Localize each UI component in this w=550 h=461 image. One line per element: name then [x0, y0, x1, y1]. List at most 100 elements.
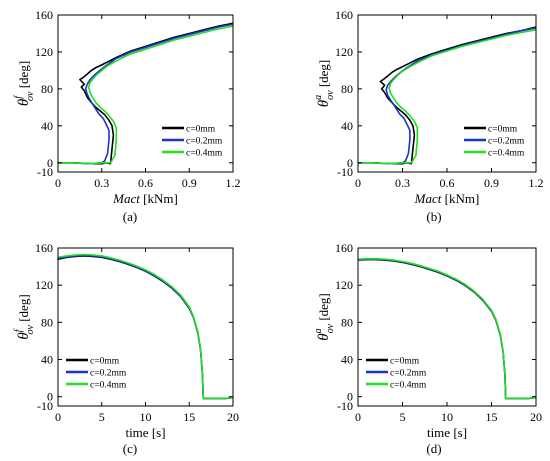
y-tick-label: 120 [35, 45, 53, 59]
x-tick-label: 10 [441, 410, 453, 424]
y-tick-label: -10 [37, 165, 53, 179]
x-tick-label: 0.9 [484, 176, 499, 190]
y-tick-label: 40 [41, 353, 53, 367]
y-tick-label: -10 [337, 399, 353, 413]
panel-label: (a) [123, 209, 137, 224]
series-line-b-0 [358, 26, 536, 165]
x-axis-label: time [s] [427, 425, 467, 440]
x-tick-label: 0 [55, 176, 61, 190]
panel-label: (c) [123, 441, 137, 456]
y-tick-label: 160 [35, 8, 53, 22]
y-axis-label: θfov [deg] [13, 294, 36, 339]
series-line-c-2 [58, 253, 233, 400]
y-axis-label-symbol: θ [16, 332, 32, 340]
x-axis-label-name: time [125, 425, 148, 440]
series-line-a-2 [58, 25, 233, 165]
legend-a: c=0mm c=0.2mm c=0.4mm [159, 121, 227, 159]
panel-b: 0 0.3 0.6 0.9 1.2 -100 40 80 120 160 Mact [kNm] θao… [313, 8, 544, 224]
y-tick-label: 80 [341, 315, 353, 329]
y-axis-label-sup: a [313, 95, 324, 100]
panel-label: (d) [426, 441, 441, 456]
x-tick-label: 20 [530, 410, 542, 424]
x-tick-label: 0.6 [440, 176, 455, 190]
x-tick-label: 0.9 [182, 176, 197, 190]
legend-label-2: c=0.4mm [186, 149, 223, 159]
y-tick-label: -10 [37, 399, 53, 413]
legend-label-2: c=0.4mm [390, 381, 427, 391]
y-axis-label-sub: ov [325, 90, 336, 100]
legend-label-1: c=0.2mm [488, 137, 525, 147]
series-line-a-0 [58, 22, 233, 165]
x-axis-label-unit: [kNm] [143, 191, 178, 206]
legend-label-0: c=0mm [390, 357, 420, 367]
x-axis-label-name: Mact [112, 191, 140, 206]
x-tick-label: 0.6 [138, 176, 153, 190]
x-tick-label: 0.3 [94, 176, 109, 190]
legend-d: c=0mm c=0.2mm c=0.4mm [363, 353, 431, 391]
legend-label-2: c=0.4mm [90, 381, 127, 391]
legend-label-0: c=0mm [186, 125, 216, 135]
y-tick-label: 160 [35, 241, 53, 255]
x-axis-label: time [s] [125, 425, 165, 440]
y-axis-label-unit: [deg] [316, 293, 331, 324]
y-tick-label: 80 [341, 82, 353, 96]
y-axis-label: θaov [deg] [313, 293, 336, 341]
x-tick-label: 20 [227, 410, 239, 424]
x-axis-label-unit: [s] [453, 425, 467, 440]
legend-label-1: c=0.2mm [390, 369, 427, 379]
y-tick-label: 80 [41, 315, 53, 329]
y-tick-label: 0 [47, 390, 53, 404]
x-tick-label: 1.2 [226, 176, 241, 190]
x-axis-label: Mact [kNm] [414, 191, 480, 206]
y-axis-label-symbol: θ [316, 99, 332, 107]
legend-label-0: c=0mm [90, 357, 120, 367]
legend-label-2: c=0.4mm [488, 149, 525, 159]
y-axis-label-unit: [deg] [316, 60, 331, 91]
x-tick-label: 0 [355, 176, 361, 190]
legend-label-1: c=0.2mm [186, 137, 223, 147]
y-axis-label: θaov [deg] [313, 60, 336, 108]
y-axis-label-sup: f [13, 95, 24, 99]
y-tick-label: 0 [347, 156, 353, 170]
y-tick-label: 80 [41, 82, 53, 96]
panel-c: 0 5 10 15 20 -100 40 80 120 160 time [s] θfov [deg]… [13, 241, 239, 456]
y-tick-label: 0 [47, 156, 53, 170]
y-tick-label: 0 [347, 390, 353, 404]
series-line-d-2 [358, 257, 536, 400]
x-tick-label: 0 [355, 410, 361, 424]
y-tick-label: 160 [335, 8, 353, 22]
x-axis-label-name: time [427, 425, 450, 440]
y-axis-label-symbol: θ [16, 98, 32, 106]
y-axis-label-sub: ov [325, 323, 336, 333]
y-axis-label-sup: f [13, 328, 24, 332]
y-tick-label: -10 [337, 165, 353, 179]
y-axis-label-sub: ov [25, 324, 36, 334]
y-axis-label: θfov [deg] [13, 61, 36, 106]
y-axis-label-sup: a [313, 328, 324, 333]
x-tick-label: 5 [99, 410, 105, 424]
panel-d: 0 5 10 15 20 -100 40 80 120 160 time [s] θaov [deg]… [313, 241, 542, 456]
y-axis-label-symbol: θ [316, 333, 332, 341]
series-line-b-1 [358, 27, 536, 165]
x-tick-label: 15 [486, 410, 498, 424]
x-axis-label-unit: [kNm] [445, 191, 480, 206]
x-axis-label: Mact [kNm] [112, 191, 178, 206]
legend-b: c=0mm c=0.2mm c=0.4mm [461, 121, 529, 159]
y-axis-label-unit: [deg] [16, 61, 31, 92]
y-tick-label: 40 [341, 119, 353, 133]
series-line-a-1 [58, 23, 233, 165]
x-tick-label: 5 [400, 410, 406, 424]
panel-a: 0 0.3 0.6 0.9 1.2 -100 40 80 120 160 Mact [kNm] θfo… [13, 8, 241, 224]
x-tick-label: 10 [140, 410, 152, 424]
y-tick-label: 160 [335, 241, 353, 255]
y-axis-label-unit: [deg] [16, 294, 31, 325]
legend-label-1: c=0.2mm [90, 369, 127, 379]
x-axis-label-name: Mact [414, 191, 442, 206]
series-line-b-2 [358, 29, 536, 165]
y-axis-label-sub: ov [25, 91, 36, 101]
y-tick-label: 120 [35, 278, 53, 292]
x-tick-label: 1.2 [529, 176, 544, 190]
x-axis-label-unit: [s] [152, 425, 166, 440]
y-tick-label: 40 [41, 119, 53, 133]
